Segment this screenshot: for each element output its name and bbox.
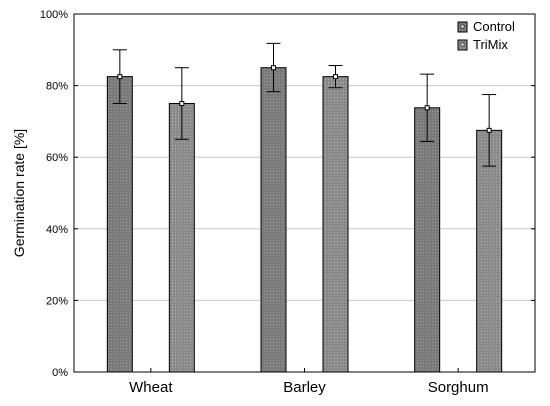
mean-marker <box>486 127 492 133</box>
bars <box>106 42 503 373</box>
y-tick-label: 100% <box>40 9 68 21</box>
bar-wheat-trimix <box>168 103 195 373</box>
mean-marker <box>271 65 276 71</box>
grid-lines <box>74 85 535 301</box>
plot-frame <box>73 13 536 373</box>
y-axis-title: Germination rate [%] <box>11 129 27 257</box>
bar-wheat-control <box>106 76 133 373</box>
legend-marker <box>460 24 465 29</box>
x-tick-label-wheat: Wheat <box>129 379 173 396</box>
x-tick-label-sorghum: Sorghum <box>428 379 489 396</box>
y-tick-label: 40% <box>46 224 68 236</box>
mean-marker <box>117 74 123 80</box>
axes: 0% 20% 40% 60% 80% 100% Wheat Barley Sorghum <box>40 9 536 396</box>
legend-marker <box>460 42 465 47</box>
mean-marker <box>424 105 430 111</box>
legend: Control TriMix <box>457 19 515 52</box>
x-tick-label-barley: Barley <box>283 379 326 396</box>
bar-barley-control <box>260 67 287 373</box>
y-tick-label: 0% <box>52 367 68 379</box>
bar-barley-trimix <box>322 76 349 373</box>
legend-label-trimix: TriMix <box>473 37 508 52</box>
y-tick-label: 20% <box>46 295 68 307</box>
y-tick-label: 80% <box>46 81 68 93</box>
bar-sorghum-control <box>414 107 441 373</box>
legend-label-control: Control <box>473 19 515 34</box>
y-tick-label: 60% <box>46 152 68 164</box>
mean-marker <box>333 74 338 80</box>
mean-marker <box>179 101 185 106</box>
